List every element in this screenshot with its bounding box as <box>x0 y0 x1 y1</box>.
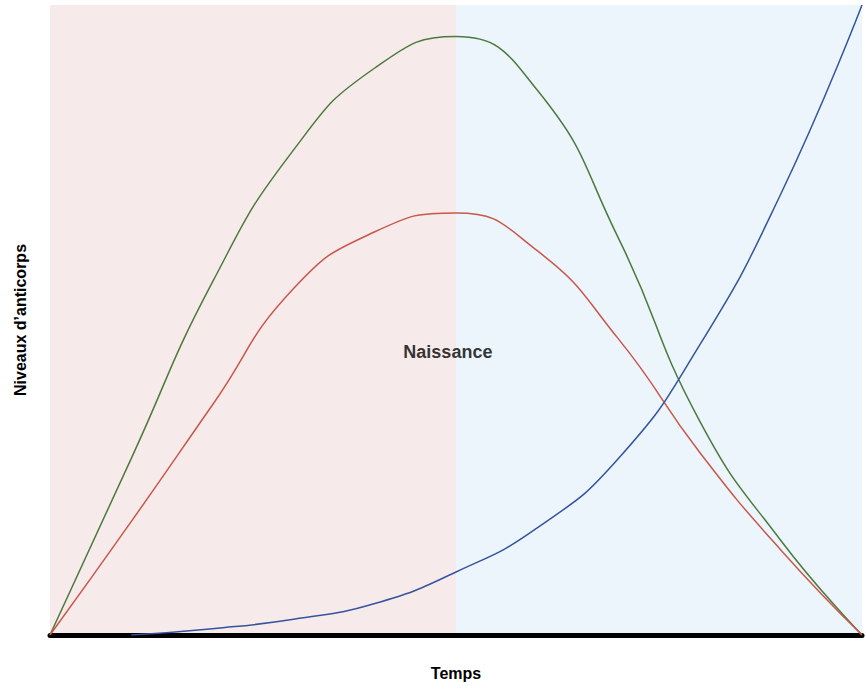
svg-text:Niveaux d’anticorps: Niveaux d’anticorps <box>12 244 29 396</box>
svg-text:Temps: Temps <box>431 665 481 682</box>
svg-text:Naissance: Naissance <box>403 342 492 362</box>
